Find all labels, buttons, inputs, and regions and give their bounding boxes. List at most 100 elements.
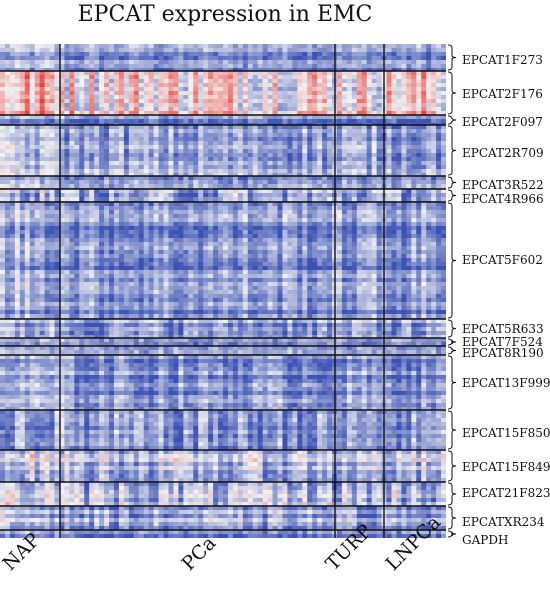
heatmap-cell <box>322 103 328 108</box>
heatmap-cell <box>4 137 11 142</box>
heatmap-cell <box>163 48 169 53</box>
heatmap-cell <box>361 222 368 227</box>
heatmap-cell <box>0 107 6 112</box>
heatmap-cell <box>262 242 269 247</box>
heatmap-cell <box>416 246 422 251</box>
heatmap-cell <box>431 115 437 120</box>
heatmap-cell <box>252 87 259 92</box>
heatmap-cell <box>237 218 244 223</box>
heatmap-cell <box>29 44 36 49</box>
heatmap-cell <box>109 153 115 158</box>
heatmap-cell <box>441 189 446 194</box>
heatmap-cell <box>436 75 442 80</box>
heatmap-cell <box>277 214 283 219</box>
heatmap-cell <box>163 99 169 104</box>
heatmap-cell <box>406 60 412 65</box>
heatmap-cell <box>341 189 348 194</box>
heatmap-cell <box>322 48 328 53</box>
heatmap-cell <box>366 52 373 57</box>
heatmap-cell <box>351 180 358 185</box>
heatmap-cell <box>307 157 313 162</box>
heatmap-cell <box>208 157 214 162</box>
heatmap-cell <box>272 176 279 181</box>
heatmap-cell <box>19 206 26 211</box>
heatmap-cell <box>118 123 125 126</box>
heatmap-cell <box>371 226 378 231</box>
heatmap-cell <box>99 206 105 211</box>
heatmap-cell <box>54 202 60 207</box>
heatmap-cell <box>178 226 184 231</box>
heatmap-cell <box>272 60 279 65</box>
heatmap-cell <box>386 52 392 57</box>
heatmap-cell <box>431 197 437 202</box>
heatmap-cell <box>376 44 383 49</box>
heatmap-cell <box>193 141 199 146</box>
heatmap-cell <box>406 56 412 61</box>
heatmap-cell <box>218 153 224 158</box>
heatmap-cell <box>69 234 75 239</box>
heatmap-cell <box>401 206 407 211</box>
heatmap-cell <box>133 176 140 181</box>
heatmap-cell <box>252 141 259 146</box>
heatmap-cell <box>118 115 125 120</box>
heatmap-cell <box>143 75 150 80</box>
heatmap-cell <box>396 149 402 154</box>
heatmap-cell <box>267 153 274 158</box>
heatmap-cell <box>371 99 378 104</box>
heatmap-cell <box>109 157 115 162</box>
heatmap-cell <box>421 226 427 231</box>
heatmap-cell <box>272 222 279 227</box>
heatmap-cell <box>39 95 46 100</box>
heatmap-cell <box>401 193 407 198</box>
heatmap-cell <box>9 197 16 202</box>
heatmap-cell <box>292 184 298 189</box>
heatmap-cell <box>242 95 249 100</box>
heatmap-cell <box>366 107 373 112</box>
heatmap-cell <box>193 153 199 158</box>
heatmap-cell <box>34 206 41 211</box>
heatmap-cell <box>39 238 46 243</box>
heatmap-cell <box>64 157 70 162</box>
heatmap-cell <box>14 197 21 202</box>
heatmap-cell <box>213 137 219 142</box>
heatmap-cell <box>356 250 363 255</box>
heatmap-cell <box>148 133 155 138</box>
heatmap-cell <box>327 149 333 154</box>
heatmap-cell <box>386 44 392 49</box>
heatmap-cell <box>74 123 80 126</box>
heatmap-cell <box>163 87 169 92</box>
heatmap-cell <box>123 214 130 219</box>
heatmap-cell <box>104 83 110 88</box>
heatmap-cell <box>59 246 65 251</box>
heatmap-cell <box>138 119 145 124</box>
heatmap-cell <box>317 68 323 72</box>
heatmap-cell <box>49 176 56 181</box>
heatmap-cell <box>223 87 229 92</box>
heatmap-cell <box>277 157 283 162</box>
heatmap-cell <box>19 133 26 138</box>
heatmap-cell <box>113 123 120 126</box>
heatmap-cell <box>386 129 392 134</box>
heatmap-cell <box>262 222 269 227</box>
heatmap-cell <box>19 189 26 194</box>
heatmap-cell <box>34 95 41 100</box>
heatmap-cell <box>277 95 283 100</box>
heatmap-cell <box>341 145 348 150</box>
heatmap-cell <box>148 230 155 235</box>
heatmap-cell <box>416 250 422 255</box>
heatmap-cell <box>153 44 160 49</box>
heatmap-cell <box>153 64 160 69</box>
heatmap-cell <box>74 230 80 235</box>
heatmap-cell <box>99 111 105 116</box>
heatmap-cell <box>416 111 422 116</box>
heatmap-cell <box>143 165 150 170</box>
heatmap-cell <box>44 193 51 198</box>
heatmap-cell <box>99 169 105 174</box>
heatmap-cell <box>198 91 204 96</box>
heatmap-cell <box>282 123 288 126</box>
heatmap-cell <box>371 95 378 100</box>
heatmap-cell <box>193 149 199 154</box>
heatmap-cell <box>4 173 11 177</box>
heatmap-cell <box>218 115 224 120</box>
heatmap-cell <box>84 246 90 251</box>
